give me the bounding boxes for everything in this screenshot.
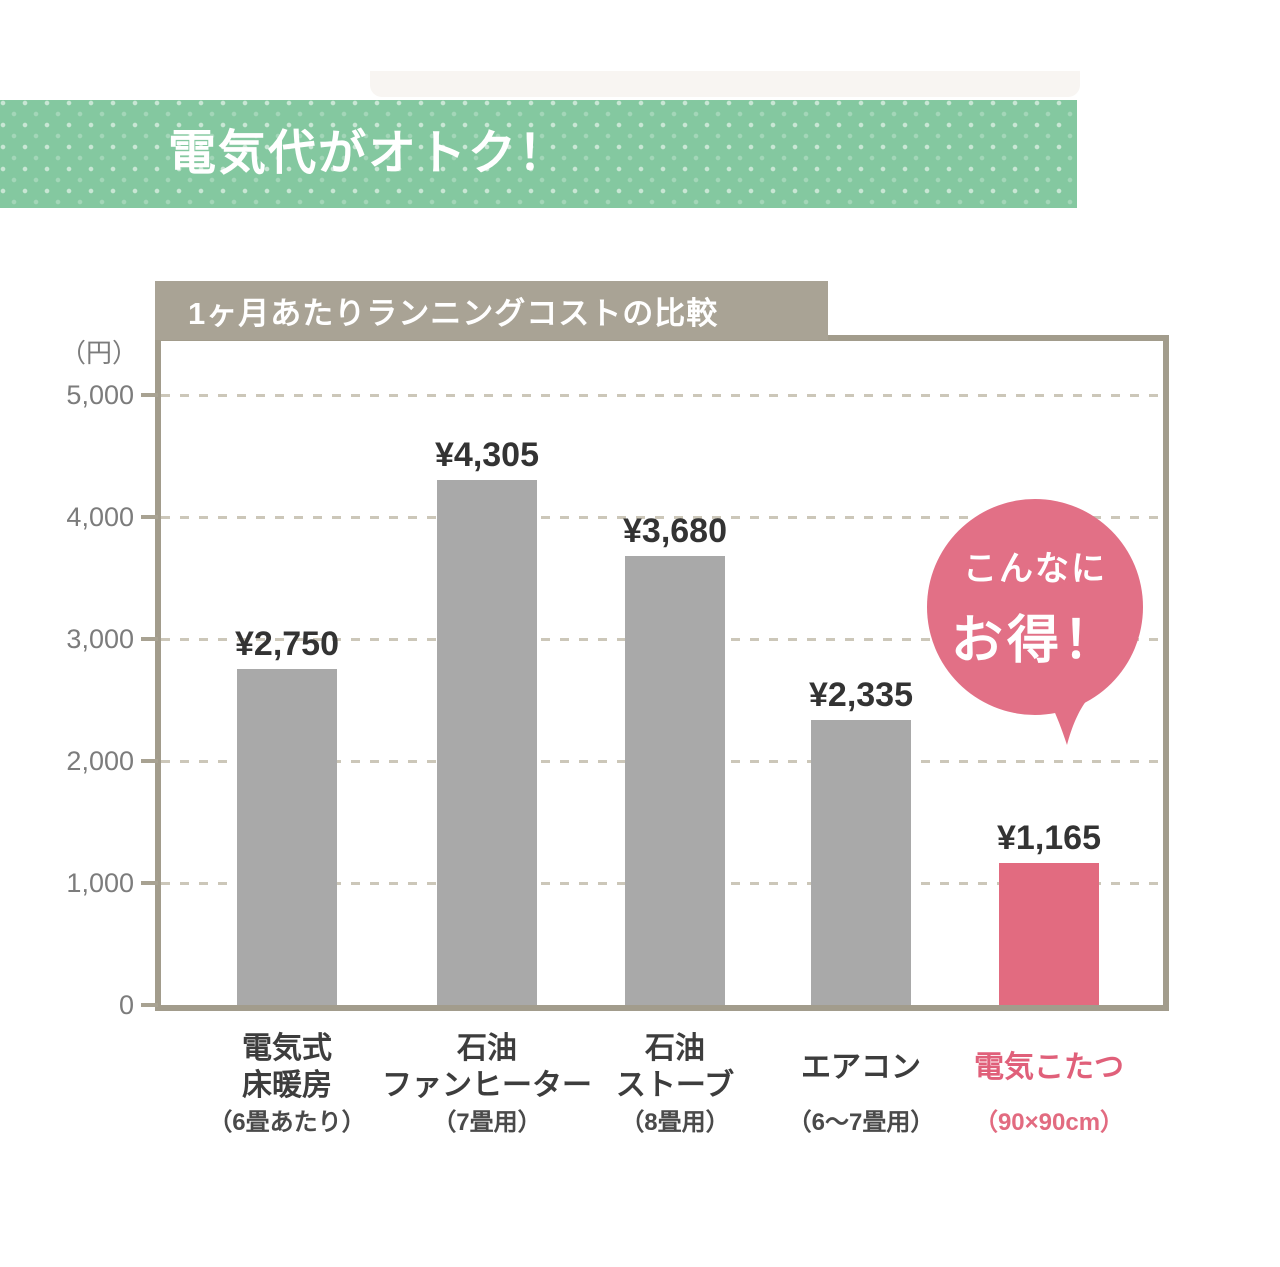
callout-bubble-tail-icon <box>1049 700 1087 745</box>
bar-value-label-3: ¥3,680 <box>623 512 727 550</box>
category-name: 石油 ストーブ <box>615 1032 735 1102</box>
gridline-5000 <box>161 394 1163 397</box>
header-title: 電気代がオトク！ <box>168 127 569 180</box>
bar-2 <box>437 480 537 1005</box>
bar-value-label-5: ¥1,165 <box>997 819 1101 857</box>
category-note: （8畳用） <box>620 1109 730 1136</box>
callout-text-line2: お得！ <box>950 612 1119 670</box>
callout-bubble: こんなに お得！ <box>927 499 1143 715</box>
header-banner: 電気代がオトク！ <box>0 100 1077 208</box>
category-note: （6～7畳用） <box>787 1109 935 1136</box>
category-name: 石油 ファンヒーター <box>382 1032 592 1102</box>
chart-title: 1ヶ月あたりランニングコストの比較 <box>188 296 719 331</box>
bar-value-label-1: ¥2,750 <box>235 625 339 663</box>
bar-3 <box>625 556 725 1005</box>
category-label-3: 石油 ストーブ （8畳用） <box>560 1030 790 1138</box>
category-label-1: 電気式 床暖房 （6畳あたり） <box>172 1030 402 1138</box>
bar-5 <box>999 863 1099 1005</box>
category-label-2: 石油 ファンヒーター （7畳用） <box>372 1030 602 1138</box>
bar-1 <box>237 669 337 1005</box>
category-note: （90×90cm） <box>973 1109 1125 1136</box>
gridline-4000 <box>161 516 1163 519</box>
category-note: （6畳あたり） <box>208 1109 366 1136</box>
bar-4 <box>811 720 911 1005</box>
chart-title-bar: 1ヶ月あたりランニングコストの比較 <box>155 281 828 340</box>
bar-value-label-2: ¥4,305 <box>435 436 539 474</box>
y-axis-unit-label: （円） <box>59 338 138 368</box>
category-name: エアコン <box>801 1050 921 1084</box>
category-name: 電気こたつ <box>974 1050 1124 1084</box>
bar-value-label-4: ¥2,335 <box>809 676 913 714</box>
category-label-4: エアコン （6～7畳用） <box>746 1030 976 1138</box>
category-label-5: 電気こたつ （90×90cm） <box>934 1030 1164 1138</box>
category-note: （7畳用） <box>432 1109 542 1136</box>
category-name: 電気式 床暖房 <box>242 1032 332 1102</box>
cropped-element-remnant <box>370 71 1080 97</box>
callout-text-line1: こんなに <box>963 550 1107 588</box>
